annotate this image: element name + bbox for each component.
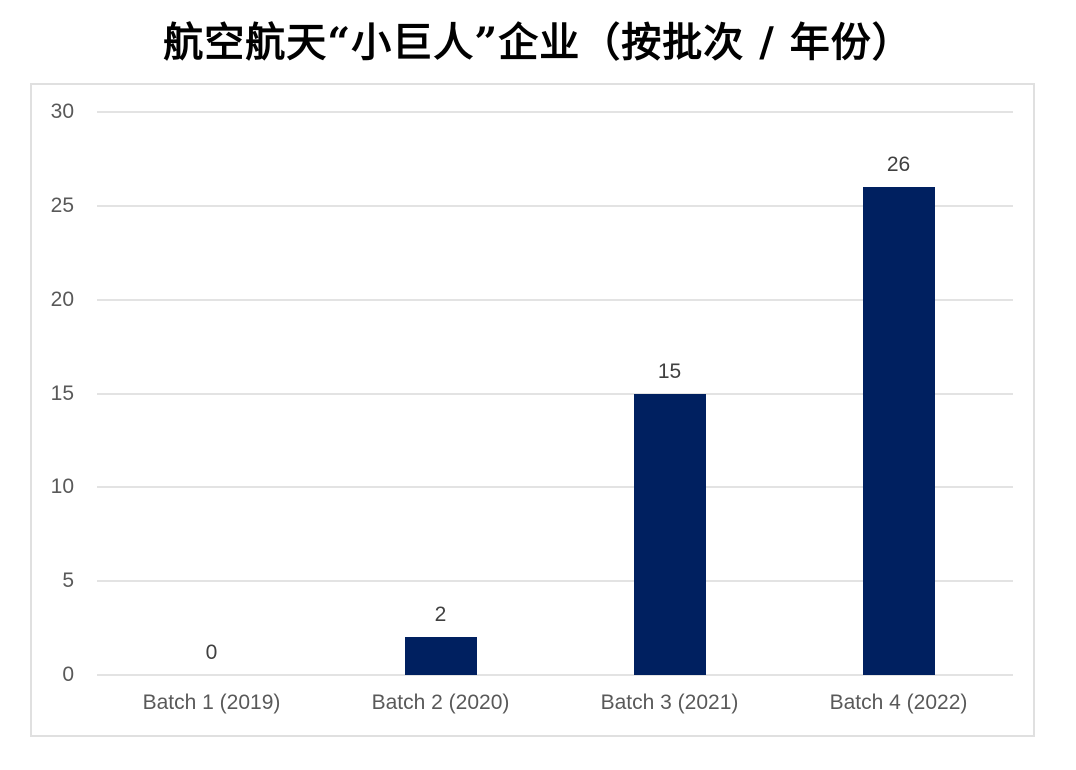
gridline-y-0 xyxy=(97,674,1013,676)
data-label-1: 0 xyxy=(205,641,218,664)
y-axis-tick-label: 15 xyxy=(50,381,74,405)
y-axis-tick-label: 5 xyxy=(62,569,74,593)
x-axis-category-label-2: Batch 2 (2020) xyxy=(371,691,510,714)
gridline-y-20 xyxy=(97,298,1013,301)
gridline-y-15 xyxy=(97,392,1013,395)
y-axis-tick-label: 0 xyxy=(62,663,74,686)
x-axis-category-label-3: Batch 3 (2021) xyxy=(600,691,739,714)
data-label-4: 26 xyxy=(886,153,911,177)
bar-2 xyxy=(404,637,477,675)
y-axis-tick-label: 25 xyxy=(50,193,74,217)
y-axis-tick-label: 10 xyxy=(50,475,74,499)
gridline-y-5 xyxy=(97,580,1013,583)
data-label-3: 15 xyxy=(657,359,682,383)
y-axis-tick-label: 20 xyxy=(50,287,74,311)
chart-title: 航空航天“小巨人”企业（按批次 / 年份） xyxy=(163,19,913,66)
bar-4 xyxy=(862,187,935,675)
gridline-y-10 xyxy=(97,486,1013,489)
y-axis-tick-label: 30 xyxy=(50,100,74,123)
chart-plot-panel: 0 5 10 15 20 25 30 0 2 15 26 Batch 1 (2019) Batch … xyxy=(30,83,1035,737)
x-axis-category-label-4: Batch 4 (2022) xyxy=(829,691,968,714)
gridline-y-30 xyxy=(97,111,1013,113)
x-axis-category-label-1: Batch 1 (2019) xyxy=(142,691,281,714)
bar-3 xyxy=(633,393,706,675)
data-label-2: 2 xyxy=(434,603,447,627)
gridline-y-25 xyxy=(97,204,1013,207)
